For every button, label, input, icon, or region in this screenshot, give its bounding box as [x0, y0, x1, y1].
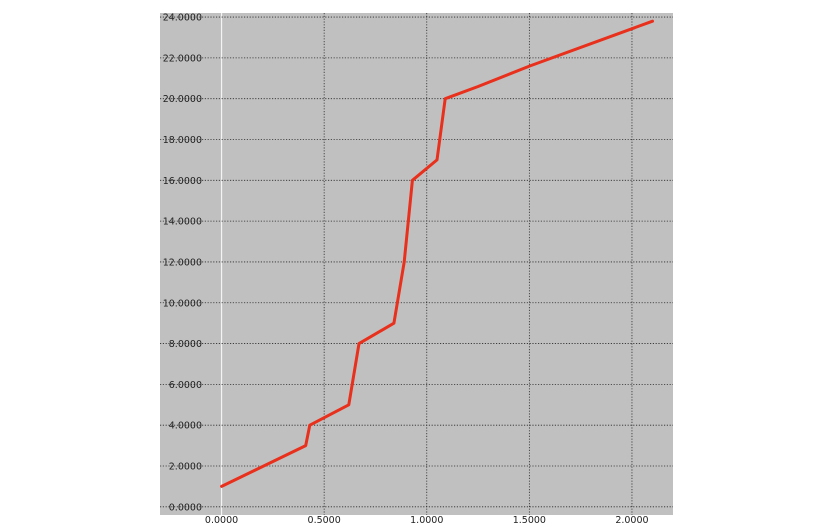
series-layer	[220, 19, 654, 488]
y-tick-label: 24.0000	[163, 13, 202, 24]
y-tick-label: 10.0000	[163, 298, 202, 309]
y-tick-label: 8.0000	[169, 339, 202, 350]
y-tick-label: 2.0000	[169, 462, 202, 473]
y-axis-ticks: 0.0000 2.0000 4.0000 6.0000 8.0000 10.0000 12.…	[163, 13, 202, 514]
grid	[160, 13, 673, 515]
y-tick-label: 0.0000	[169, 502, 202, 513]
x-tick-label: 0.0000	[205, 515, 238, 525]
y-tick-label: 18.0000	[163, 135, 202, 146]
x-tick-label: 2.0000	[615, 515, 648, 525]
y-tick-label: 4.0000	[169, 421, 202, 432]
y-tick-label: 14.0000	[163, 217, 202, 228]
x-tick-label: 1.0000	[410, 515, 443, 525]
x-tick-label: 0.5000	[308, 515, 341, 525]
y-tick-label: 22.0000	[163, 53, 202, 64]
y-tick-label: 6.0000	[169, 380, 202, 391]
plot-area	[160, 13, 673, 515]
x-axis-ticks: 0.0000 0.5000 1.0000 1.5000 2.0000	[205, 515, 649, 525]
y-tick-label: 20.0000	[163, 94, 202, 105]
x-tick-label: 1.5000	[513, 515, 546, 525]
y-tick-label: 16.0000	[163, 176, 202, 187]
y-tick-label: 12.0000	[163, 257, 202, 268]
series-line	[220, 19, 654, 488]
